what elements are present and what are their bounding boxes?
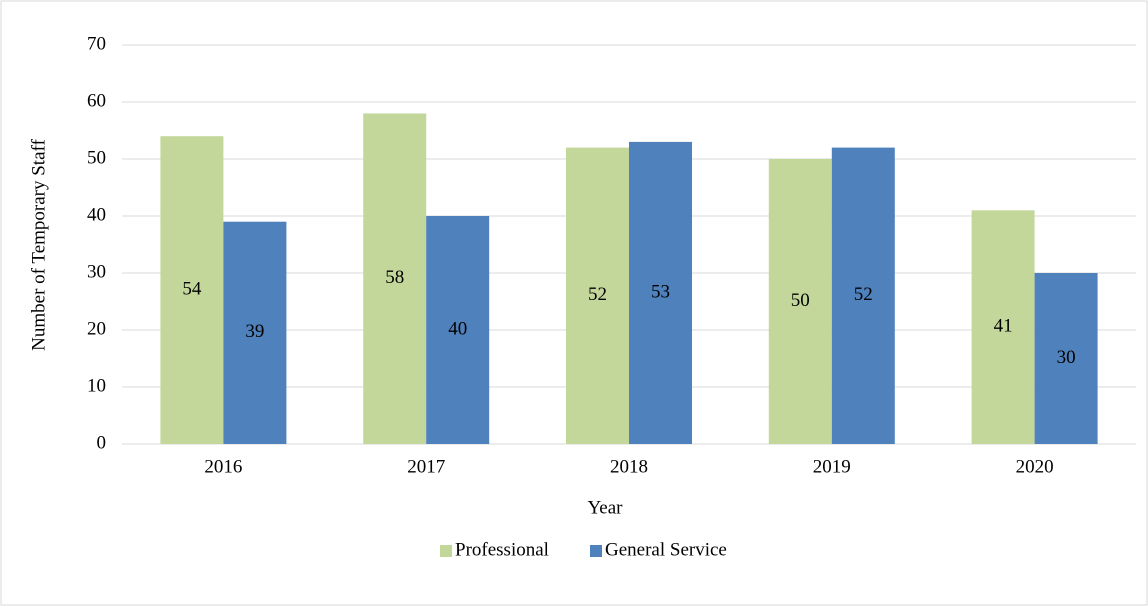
bar bbox=[831, 147, 895, 444]
y-tick-label: 60 bbox=[87, 90, 106, 111]
x-tick-label: 2020 bbox=[1016, 456, 1054, 477]
bar bbox=[629, 141, 692, 444]
legend-label: General Service bbox=[605, 539, 727, 560]
bar bbox=[566, 147, 629, 444]
data-label: 58 bbox=[385, 267, 404, 288]
y-tick-label: 70 bbox=[87, 33, 106, 54]
x-axis-title: Year bbox=[587, 497, 623, 518]
x-tick-label: 2017 bbox=[407, 456, 445, 477]
x-tick-label: 2016 bbox=[204, 456, 242, 477]
legend-swatch bbox=[590, 545, 602, 557]
y-tick-label: 10 bbox=[87, 375, 106, 396]
x-tick-label: 2018 bbox=[610, 456, 648, 477]
data-label: 54 bbox=[182, 278, 202, 299]
data-label: 41 bbox=[994, 316, 1013, 337]
data-label: 30 bbox=[1057, 347, 1076, 368]
data-label: 50 bbox=[791, 290, 810, 311]
x-tick-label: 2019 bbox=[813, 456, 851, 477]
bar bbox=[363, 113, 427, 445]
bar bbox=[160, 136, 224, 444]
y-tick-label: 30 bbox=[87, 261, 106, 282]
bar bbox=[971, 210, 1035, 444]
y-tick-label: 20 bbox=[87, 318, 106, 339]
y-tick-label: 50 bbox=[87, 147, 106, 168]
data-label: 39 bbox=[245, 321, 264, 342]
bar bbox=[426, 216, 490, 444]
legend-swatch bbox=[440, 545, 452, 557]
y-tick-label: 40 bbox=[87, 204, 106, 225]
data-label: 52 bbox=[588, 284, 607, 305]
legend-label: Professional bbox=[455, 539, 549, 560]
bar bbox=[223, 221, 287, 444]
bar bbox=[1034, 273, 1098, 444]
data-label: 53 bbox=[651, 281, 670, 302]
bar bbox=[768, 159, 832, 444]
data-label: 52 bbox=[854, 284, 873, 305]
data-label: 40 bbox=[448, 318, 467, 339]
y-axis-title: Number of Temporary Staff bbox=[28, 139, 49, 351]
y-tick-label: 0 bbox=[97, 432, 107, 453]
